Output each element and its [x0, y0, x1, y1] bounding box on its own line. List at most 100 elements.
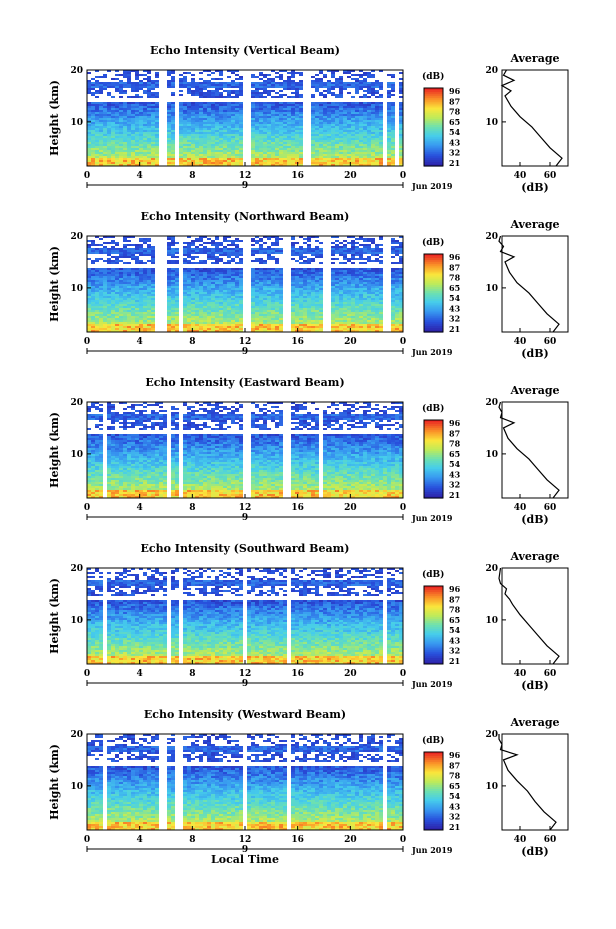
heatmap-cell	[259, 274, 263, 276]
heatmap-cell	[267, 112, 271, 114]
heatmap-cell	[319, 94, 323, 96]
heatmap-cell	[187, 252, 191, 254]
heatmap-cell	[235, 90, 239, 92]
heatmap-cell	[235, 118, 239, 120]
heatmap-cell	[319, 126, 323, 128]
heatmap-cell	[171, 308, 175, 310]
heatmap-cell	[87, 248, 91, 250]
heatmap-cell	[231, 152, 235, 154]
heatmap-cell	[315, 236, 319, 238]
heatmap-cell	[227, 296, 231, 298]
heatmap-cell	[103, 302, 107, 304]
heatmap-cell	[179, 160, 183, 162]
heatmap-cell	[115, 274, 119, 276]
heatmap-cell	[175, 282, 179, 284]
heatmap-cell	[295, 84, 299, 86]
heatmap-cell	[123, 132, 127, 134]
heatmap-cell	[103, 306, 107, 308]
heatmap-cell	[123, 114, 127, 116]
heatmap-cell	[211, 244, 215, 246]
heatmap-cell	[311, 124, 315, 126]
heatmap-cell	[271, 278, 275, 280]
heatmap-cell	[199, 132, 203, 134]
heatmap-cell	[199, 88, 203, 90]
heatmap-cell	[227, 132, 231, 134]
heatmap-cell	[151, 300, 155, 302]
heatmap-cell	[103, 82, 107, 84]
heatmap-cell	[95, 288, 99, 290]
heatmap-cell	[215, 260, 219, 262]
heatmap-cell	[95, 316, 99, 318]
heatmap-cell	[139, 282, 143, 284]
heatmap-cell	[335, 82, 339, 84]
heatmap-cell	[199, 292, 203, 294]
heatmap-cell	[139, 130, 143, 132]
heatmap-cell	[195, 296, 199, 298]
colorbar-segment	[424, 160, 443, 163]
heatmap-cell	[259, 288, 263, 290]
heatmap-cell	[183, 246, 187, 248]
heatmap-cell	[279, 150, 283, 152]
heatmap-cell	[183, 152, 187, 154]
x-tick-label: 16	[291, 171, 304, 181]
heatmap-cell	[147, 78, 151, 80]
heatmap-cell	[251, 110, 255, 112]
heatmap-cell	[147, 82, 151, 84]
heatmap-cell	[251, 276, 255, 278]
heatmap-cell	[259, 82, 263, 84]
heatmap-cell	[115, 258, 119, 260]
heatmap-cell	[323, 128, 327, 130]
heatmap-cell	[283, 112, 287, 114]
heatmap-cell	[379, 88, 383, 90]
heatmap-cell	[119, 328, 123, 330]
heatmap-cell	[315, 296, 319, 298]
heatmap-cell	[271, 288, 275, 290]
heatmap-cell	[119, 252, 123, 254]
heatmap-cell	[207, 280, 211, 282]
heatmap-cell	[239, 268, 243, 270]
heatmap-cell	[207, 116, 211, 118]
heatmap-cell	[235, 298, 239, 300]
heatmap-cell	[183, 76, 187, 78]
heatmap-cell	[227, 118, 231, 120]
heatmap-cell	[155, 164, 159, 166]
heatmap-cell	[291, 314, 295, 316]
heatmap-cell	[139, 140, 143, 142]
heatmap-cell	[331, 86, 335, 88]
heatmap-cell	[275, 252, 279, 254]
heatmap-cell	[227, 164, 231, 166]
heatmap-cell	[263, 294, 267, 296]
heatmap-cell	[127, 148, 131, 150]
heatmap-cell	[167, 140, 171, 142]
heatmap-cell	[363, 112, 367, 114]
heatmap-cell	[343, 134, 347, 136]
heatmap-cell	[311, 162, 315, 164]
heatmap-cell	[131, 236, 135, 238]
heatmap-cell	[227, 144, 231, 146]
heatmap-cell	[131, 134, 135, 136]
heatmap-cell	[147, 146, 151, 148]
heatmap-cell	[183, 156, 187, 158]
heatmap-cell	[259, 258, 263, 260]
heatmap-cell	[139, 310, 143, 312]
heatmap-cell	[223, 316, 227, 318]
heatmap-cell	[303, 328, 307, 330]
heatmap-cell	[139, 312, 143, 314]
heatmap-cell	[219, 86, 223, 88]
heatmap-cell	[219, 288, 223, 290]
heatmap-cell	[315, 154, 319, 156]
heatmap-cell	[359, 74, 363, 76]
heatmap-cell	[271, 124, 275, 126]
heatmap-cell	[215, 82, 219, 84]
heatmap-cell	[255, 258, 259, 260]
heatmap-cell	[315, 132, 319, 134]
heatmap-cell	[87, 326, 91, 328]
heatmap-cell	[299, 74, 303, 76]
heatmap-cell	[143, 272, 147, 274]
heatmap-cell	[171, 330, 175, 332]
heatmap-cell	[351, 122, 355, 124]
heatmap-cell	[155, 108, 159, 110]
heatmap-cell	[223, 238, 227, 240]
heatmap-cell	[359, 140, 363, 142]
heatmap-cell	[99, 282, 103, 284]
